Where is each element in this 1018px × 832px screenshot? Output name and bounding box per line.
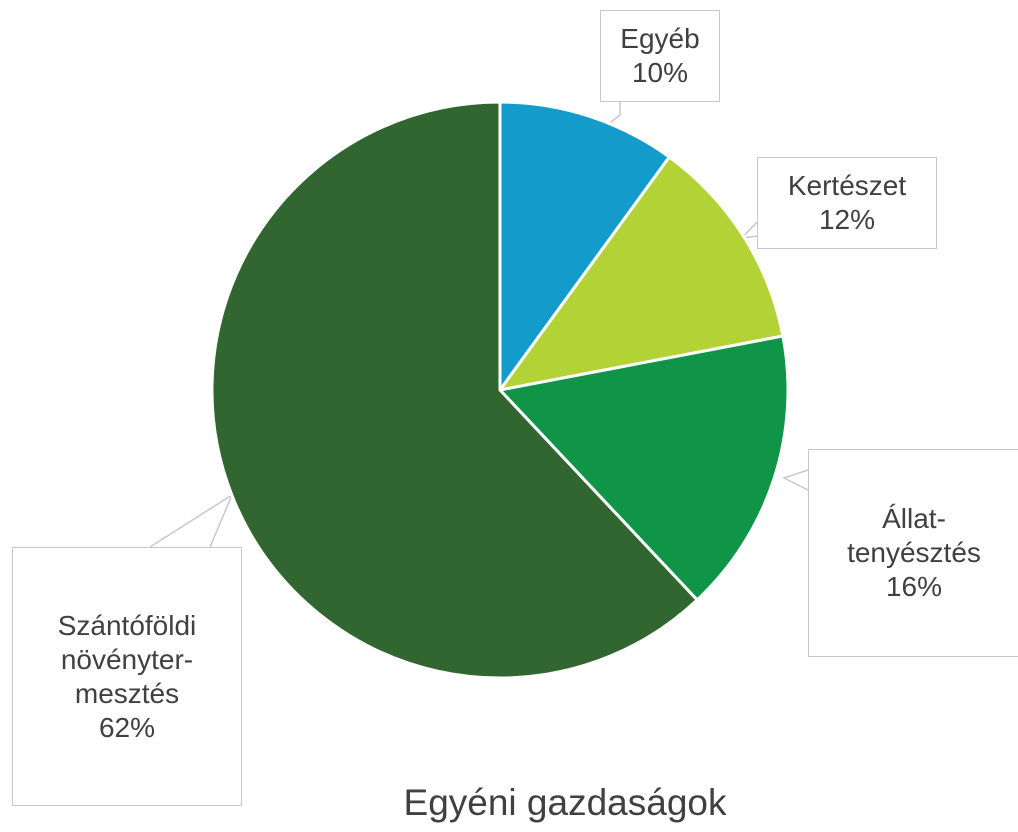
pie-slice [210, 100, 700, 680]
value-label: 12% [818, 204, 876, 235]
pie-slice [498, 100, 672, 395]
leader-line [782, 469, 809, 491]
data-label: Kertészet 12% [757, 157, 937, 249]
data-label: Egyéb 10% [600, 10, 720, 102]
value-label: 16% [885, 571, 943, 602]
category-label: Szántóföldi növényter- mesztés [57, 609, 197, 709]
data-label: Szántóföldi növényter- mesztés 62% [12, 547, 242, 806]
value-label: 62% [98, 711, 156, 743]
pie-slice [497, 334, 790, 603]
leader-line [149, 493, 234, 548]
chart-title: Egyéni gazdaságok [403, 782, 727, 823]
leader-line [605, 102, 621, 127]
category-label: Kertészet [787, 170, 907, 201]
pie-slice [496, 154, 785, 393]
category-label: Állat- tenyésztés [847, 503, 981, 568]
value-label: 10% [631, 57, 689, 88]
data-label: Állat- tenyésztés 16% [808, 449, 1018, 657]
category-label: Egyéb [620, 23, 700, 54]
